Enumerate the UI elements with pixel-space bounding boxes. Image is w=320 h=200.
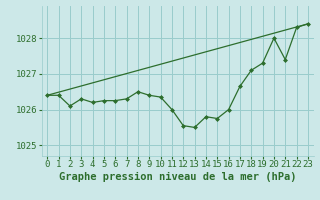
X-axis label: Graphe pression niveau de la mer (hPa): Graphe pression niveau de la mer (hPa) bbox=[59, 172, 296, 182]
